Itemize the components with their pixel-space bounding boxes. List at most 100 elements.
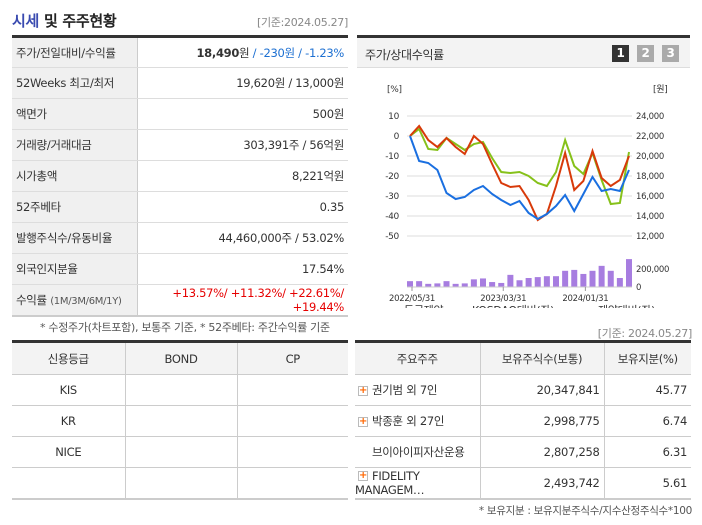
quote-row: 52Weeks 최고/최저 19,620원 / 13,000원 <box>12 67 348 99</box>
quote-value: 500원 <box>137 98 348 130</box>
credit-row <box>12 467 348 499</box>
volume-bar <box>580 273 587 287</box>
x-tick: 2024/01/31 <box>562 294 608 304</box>
price: 18,490 <box>196 45 240 60</box>
credit-cell: NICE <box>12 436 126 468</box>
left-tick: 0 <box>394 132 400 142</box>
credit-row: KR <box>12 405 348 437</box>
credit-cell <box>125 467 238 499</box>
section-title: 시세 및 주주현황 <box>12 12 117 30</box>
holder-shares: 2,807,258 <box>480 436 605 468</box>
quote-label: 액면가 <box>12 98 138 130</box>
x-tick: 2022/05/31 <box>389 294 435 304</box>
quote-label: 수익률 (1M/3M/6M/1Y) <box>12 284 138 316</box>
quote-value: 18,490원 / -230원 / -1.23% <box>137 36 348 68</box>
holder-name: 박종훈 외 27인 <box>372 414 445 428</box>
volume-bar <box>607 270 614 287</box>
quote-row: 주가/전일대비/수익률 18,490원 / -230원 / -1.23% <box>12 36 348 68</box>
expand-plus-icon[interactable]: + <box>358 415 368 427</box>
left-tick: -10 <box>385 152 399 162</box>
holder-name: FIDELITY MANAGEM… <box>355 468 425 497</box>
volume-bar <box>516 280 523 287</box>
right-tick: 22,000 <box>636 132 664 142</box>
holder-pct: 6.31 <box>604 436 691 468</box>
label-text: 52Weeks 최고/최저 <box>16 76 115 90</box>
quote-label: 52Weeks 최고/최저 <box>12 67 138 99</box>
credit-header: 신용등급 <box>12 341 126 375</box>
holder-row: 브이아이피자산운용 2,807,258 6.31 <box>355 436 691 468</box>
volume-bar <box>616 278 623 287</box>
series-line-0 <box>409 135 630 221</box>
sep: / <box>294 45 306 60</box>
quote-row: 발행주식수/유동비율 44,460,000주 / 53.02% <box>12 222 348 254</box>
quote-value: 19,620원 / 13,000원 <box>137 67 348 99</box>
quote-label: 주가/전일대비/수익률 <box>12 36 138 68</box>
holder-shares: 20,347,841 <box>480 374 605 406</box>
label-text: 수익률 <box>16 292 47 307</box>
volume-bar <box>470 279 477 287</box>
cp-header: CP <box>237 341 348 375</box>
quote-row: 52주베타 0.35 <box>12 191 348 223</box>
label-text: 발행주식수/유동비율 <box>16 231 113 245</box>
volume-bar <box>443 281 450 287</box>
pct-header: 보유지분(%) <box>604 341 691 375</box>
holders-date: [기준: 2024.05.27] <box>597 327 693 340</box>
quote-label: 외국인지분율 <box>12 253 138 285</box>
right-tick: 12,000 <box>636 232 664 242</box>
quote-row: 액면가 500원 <box>12 98 348 130</box>
holder-row: + 박종훈 외 27인 2,998,775 6.74 <box>355 405 691 437</box>
holder-name-cell: 브이아이피자산운용 <box>355 436 481 468</box>
price-chart: [%] [원] 10 24,000 0 22,000 -10 20,000 -20 18,000 -… <box>385 84 669 308</box>
expand-plus-icon[interactable]: + <box>358 470 368 482</box>
holder-name-cell[interactable]: + 박종훈 외 27인 <box>355 405 481 437</box>
holder-row: + 권기범 외 7인 20,347,841 45.77 <box>355 374 691 406</box>
left-tick: 10 <box>388 112 399 122</box>
chart-page-2-button[interactable]: 2 <box>637 45 654 62</box>
right-tick: 14,000 <box>636 212 664 222</box>
chart-page-1-button[interactable]: 1 <box>612 45 629 62</box>
left-tick: -40 <box>385 212 399 222</box>
quote-row: 수익률 (1M/3M/6M/1Y) +13.57%/ +11.32%/ +22.6… <box>12 284 348 316</box>
quote-value: 17.54% <box>137 253 348 285</box>
credit-cell <box>237 374 348 406</box>
credit-cell <box>237 467 348 499</box>
volume-bar <box>626 259 632 287</box>
holder-name: 권기범 외 7인 <box>372 383 438 397</box>
volume-bar <box>507 274 514 287</box>
credit-cell <box>237 436 348 468</box>
holder-name-cell[interactable]: + FIDELITY MANAGEM… <box>355 467 481 499</box>
volume-bar <box>480 278 486 287</box>
credit-cell <box>125 405 238 437</box>
volume-bar <box>461 283 468 287</box>
volume-bar <box>562 270 569 287</box>
quote-value: 303,391주 / 56억원 <box>137 129 348 161</box>
chart-header: 주가/상대수익률 <box>357 38 690 68</box>
holder-name: 브이아이피자산운용 <box>372 445 465 459</box>
volume-bar <box>425 283 432 287</box>
quote-label: 발행주식수/유동비율 <box>12 222 138 254</box>
volume-bar <box>553 276 559 287</box>
holder-row: + FIDELITY MANAGEM… 2,493,742 5.61 <box>355 467 691 499</box>
label-text: 시가총액 <box>16 169 58 183</box>
expand-plus-icon[interactable]: + <box>358 384 368 396</box>
volume-bar <box>598 265 605 287</box>
credit-cell <box>125 374 238 406</box>
holder-pct: 6.74 <box>604 405 691 437</box>
quote-row: 거래량/거래대금 303,391주 / 56억원 <box>12 129 348 161</box>
credit-row: NICE <box>12 436 348 468</box>
change: -230원 <box>259 45 295 60</box>
credit-cell <box>12 467 126 499</box>
series-line-1 <box>409 124 630 222</box>
volume-bar <box>452 283 459 287</box>
chart-panel: 주가/상대수익률 1 2 3 [%] [원] 10 24,000 0 22,000 -10 2… <box>357 35 690 308</box>
volume-bar <box>416 281 423 287</box>
legend-label: 제약대비(좌) <box>598 303 655 308</box>
label-sub: (1M/3M/6M/1Y) <box>50 295 122 307</box>
quote-label: 시가총액 <box>12 160 138 192</box>
holder-name-cell[interactable]: + 권기범 외 7인 <box>355 374 481 406</box>
chart-page-3-button[interactable]: 3 <box>662 45 679 62</box>
volume-bar <box>498 282 505 287</box>
credit-cell <box>125 436 238 468</box>
label-text: 주가/전일대비/수익률 <box>16 45 116 60</box>
legend-label: KOSDAQ대비(좌) <box>472 304 554 308</box>
